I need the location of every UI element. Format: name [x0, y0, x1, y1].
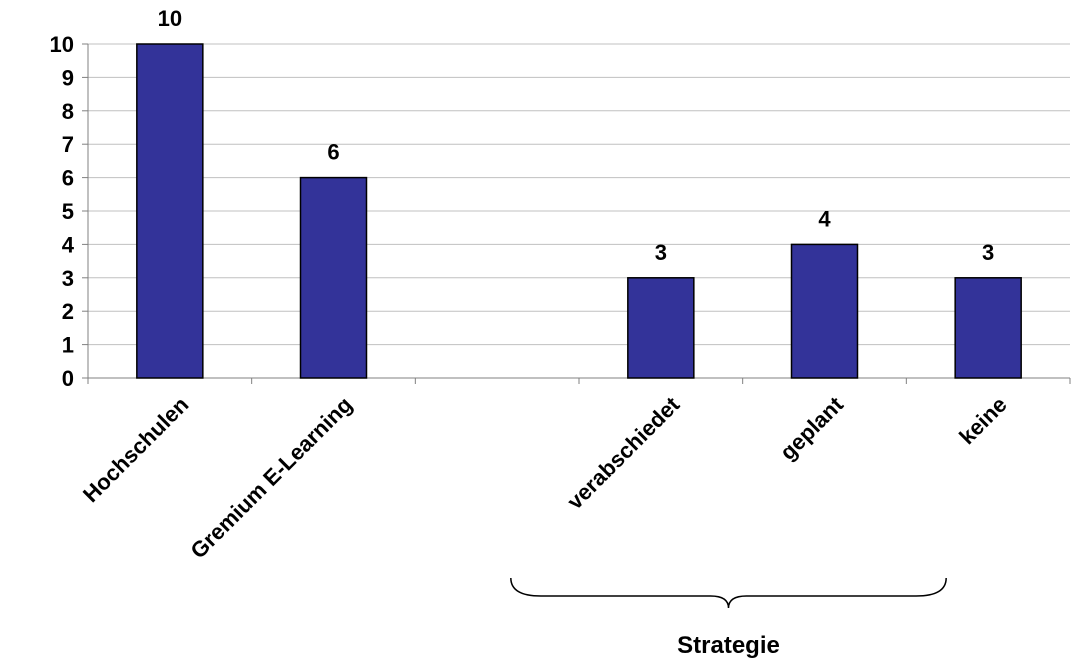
bar: [790, 243, 859, 379]
y-tick-label: 7: [62, 132, 74, 157]
bar: [299, 176, 368, 379]
data-label: 3: [655, 240, 667, 265]
y-tick-label: 4: [62, 232, 75, 257]
bar: [954, 277, 1022, 379]
group-brace: [510, 577, 947, 609]
data-labels: 10 6 3 4 3: [158, 6, 995, 265]
data-label: 6: [327, 140, 339, 165]
y-tick-label: 2: [62, 299, 74, 324]
data-label: 4: [818, 206, 831, 231]
bar: [627, 277, 695, 379]
y-tick-label: 10: [50, 32, 74, 57]
bars: [136, 43, 1022, 379]
y-tick-label: 8: [62, 99, 74, 124]
gridlines: [88, 43, 1070, 346]
category-label: keine: [954, 392, 1011, 449]
y-tick-label: 1: [62, 333, 74, 358]
category-label: verabschiedet: [562, 391, 685, 514]
y-axis-ticks: 0 1 2 3 4 5 6 7 8 9 10: [50, 32, 88, 391]
category-label: geplant: [775, 391, 848, 464]
data-label: 3: [982, 240, 994, 265]
x-axis-ticks: [87, 378, 1071, 384]
y-tick-label: 9: [62, 65, 74, 90]
category-label: Hochschulen: [78, 392, 193, 507]
category-label: Gremium E-Learning: [185, 392, 357, 564]
data-label: 10: [158, 6, 182, 31]
y-tick-label: 6: [62, 166, 74, 191]
y-tick-label: 0: [62, 366, 74, 391]
bar: [136, 43, 204, 379]
group-annotation: Strategie: [510, 577, 947, 659]
y-tick-label: 3: [62, 266, 74, 291]
y-tick-label: 5: [62, 199, 74, 224]
group-label: Strategie: [677, 632, 780, 659]
